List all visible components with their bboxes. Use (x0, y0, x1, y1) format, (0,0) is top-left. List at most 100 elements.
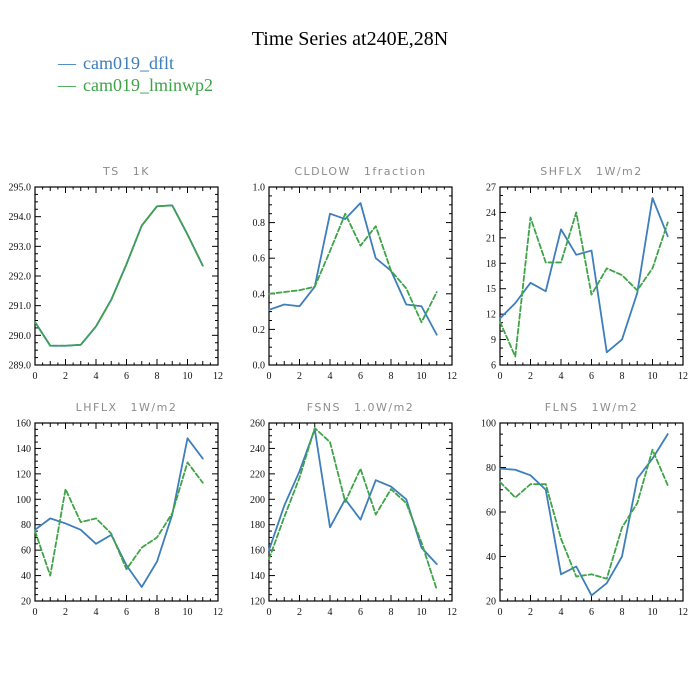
y-tick-label: 140 (250, 571, 265, 582)
x-tick-label: 10 (648, 607, 658, 618)
x-tick-label: 0 (267, 607, 272, 618)
y-tick-label: 291.0 (9, 301, 32, 312)
x-tick-label: 4 (328, 371, 333, 382)
x-tick-label: 2 (297, 607, 302, 618)
plot-frame (268, 422, 453, 602)
y-tick-label: 289.0 (9, 361, 32, 372)
series-line-cam019_dflt (268, 428, 438, 566)
series-line-cam019_lminwp2 (268, 427, 438, 591)
chart-units: 1fraction (363, 165, 427, 178)
lhflx-plot-area: 0 2 4 6 8 10 12 20 40 60 80 100 120 140 160 (16, 419, 223, 619)
chart-title-flns: FLNS 1W/m2 (500, 401, 683, 414)
chart-varname: FLNS (544, 401, 579, 414)
y-tick-label: 12 (486, 310, 496, 321)
x-tick-label: 4 (559, 371, 564, 382)
chart-title-fsns: FSNS 1.0W/m2 (269, 401, 452, 414)
legend: — cam019_dflt — cam019_lminwp2 (58, 52, 213, 96)
y-tick-label: 0.2 (253, 325, 266, 336)
x-tick-label: 4 (94, 607, 99, 618)
legend-item-cam019-dflt: — cam019_dflt (58, 52, 213, 74)
chart-units: 1.0W/m2 (354, 401, 415, 414)
y-tick-label: 160 (250, 546, 265, 557)
x-tick-label: 8 (155, 607, 160, 618)
plot-frame (268, 186, 453, 366)
y-tick-label: 1.0 (253, 183, 266, 194)
x-tick-label: 12 (447, 607, 457, 618)
plot-frame (34, 186, 219, 366)
x-tick-label: 4 (328, 607, 333, 618)
x-tick-label: 8 (620, 371, 625, 382)
x-tick-label: 0 (498, 607, 503, 618)
y-tick-label: 27 (486, 183, 496, 194)
x-tick-label: 4 (94, 371, 99, 382)
x-tick-label: 2 (63, 371, 68, 382)
plot-frame (499, 186, 684, 366)
x-tick-label: 6 (124, 607, 129, 618)
legend-item-cam019-lminwp2: — cam019_lminwp2 (58, 74, 213, 96)
x-tick-label: 12 (213, 371, 223, 382)
y-tick-label: 18 (486, 259, 496, 270)
x-tick-label: 2 (528, 371, 533, 382)
y-tick-label: 24 (486, 208, 496, 219)
x-tick-label: 0 (267, 371, 272, 382)
series-line-cam019_dflt (34, 204, 204, 347)
x-tick-label: 8 (389, 371, 394, 382)
y-tick-label: 20 (21, 597, 31, 608)
y-tick-label: 60 (21, 546, 31, 557)
x-tick-label: 0 (33, 607, 38, 618)
y-tick-label: 100 (16, 495, 31, 506)
cldlow-plot-area: 0 2 4 6 8 10 12 0.0 0.2 0.4 0.6 0.8 1.0 (253, 183, 458, 383)
legend-label-dflt: cam019_dflt (83, 53, 174, 73)
x-tick-label: 2 (297, 371, 302, 382)
chart-units: 1W/m2 (595, 165, 643, 178)
x-tick-label: 6 (589, 607, 594, 618)
ts-plot-area: 0 2 4 6 8 10 12 289.0 290.0 291.0 292.0 293.0 294.0 2… (9, 183, 224, 383)
chart-varname: CLDLOW (294, 165, 351, 178)
chart-units: 1K (132, 165, 150, 178)
series-line-cam019_dflt (499, 197, 669, 354)
y-tick-label: 295.0 (9, 183, 32, 194)
x-tick-label: 12 (213, 607, 223, 618)
y-tick-label: 0.0 (253, 361, 266, 372)
page-title: Time Series at240E,28N (251, 28, 449, 50)
x-tick-label: 6 (589, 371, 594, 382)
y-tick-label: 100 (481, 419, 496, 430)
x-tick-label: 12 (678, 371, 688, 382)
chart-title-cldlow: CLDLOW 1fraction (269, 165, 452, 178)
y-tick-label: 290.0 (9, 331, 32, 342)
flns-plot-area: 0 2 4 6 8 10 12 20 40 60 80 100 (481, 419, 688, 619)
x-tick-label: 8 (620, 607, 625, 618)
x-tick-label: 0 (498, 371, 503, 382)
series-line-cam019_lminwp2 (34, 461, 204, 577)
x-tick-label: 10 (417, 607, 427, 618)
x-tick-label: 10 (648, 371, 658, 382)
x-tick-label: 0 (33, 371, 38, 382)
y-tick-label: 293.0 (9, 242, 32, 253)
x-tick-label: 2 (63, 607, 68, 618)
y-tick-label: 220 (250, 469, 265, 480)
y-tick-label: 9 (491, 335, 496, 346)
chart-units: 1W/m2 (591, 401, 639, 414)
chart-title-lhflx: LHFLX 1W/m2 (35, 401, 218, 414)
line-sample-dflt-icon: — (58, 53, 76, 73)
series-line-cam019_dflt (268, 202, 438, 336)
plot-frame (34, 422, 219, 602)
series-line-cam019_lminwp2 (499, 448, 669, 580)
legend-label-lminwp2: cam019_lminwp2 (83, 75, 213, 95)
y-tick-label: 6 (491, 361, 496, 372)
series-line-cam019_lminwp2 (268, 212, 438, 324)
chart-varname: LHFLX (75, 401, 118, 414)
y-tick-label: 40 (486, 552, 496, 563)
x-tick-label: 10 (183, 371, 193, 382)
x-tick-label: 8 (389, 607, 394, 618)
y-tick-label: 140 (16, 444, 31, 455)
x-tick-label: 12 (447, 371, 457, 382)
x-tick-label: 6 (358, 371, 363, 382)
y-tick-label: 292.0 (9, 272, 32, 283)
y-tick-label: 40 (21, 571, 31, 582)
y-tick-label: 180 (250, 520, 265, 531)
x-tick-label: 8 (155, 371, 160, 382)
y-tick-label: 200 (250, 495, 265, 506)
